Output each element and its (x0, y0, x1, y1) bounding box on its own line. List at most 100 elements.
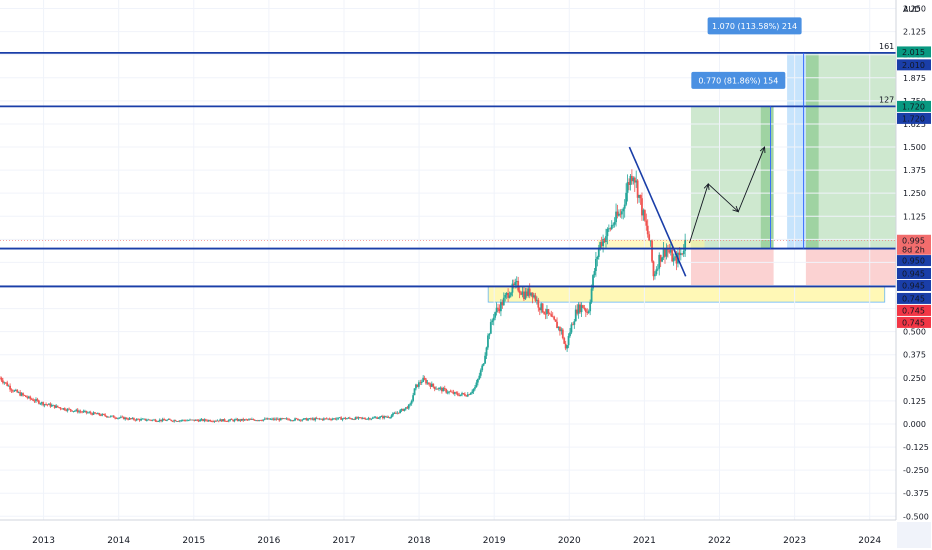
candle (151, 419, 154, 421)
candle (556, 321, 558, 329)
candle (230, 419, 233, 420)
x-tick-label: 2021 (633, 536, 656, 546)
candle (635, 180, 638, 183)
candle (492, 317, 495, 321)
candle (131, 418, 134, 419)
candle (446, 392, 449, 394)
candle (238, 419, 240, 421)
candle (407, 404, 410, 409)
candle (29, 396, 32, 399)
candle (462, 393, 465, 395)
candle (163, 419, 165, 421)
candle (678, 252, 681, 256)
y-tick-label: 1.250 (903, 189, 926, 198)
y-tick-label: 1.125 (903, 212, 926, 221)
candle (579, 304, 581, 313)
candle (681, 253, 684, 255)
candle (597, 247, 600, 257)
candle (248, 419, 250, 421)
candle (59, 407, 62, 409)
candle (666, 249, 669, 251)
candle (107, 416, 109, 418)
candle (453, 392, 456, 394)
candle (299, 419, 302, 421)
candle (469, 393, 472, 395)
candle (94, 412, 96, 414)
candle (629, 175, 632, 185)
candle (448, 391, 450, 393)
candle (442, 388, 445, 392)
candle (227, 420, 230, 422)
target-label-box (707, 17, 802, 35)
candle (320, 418, 322, 420)
candle (176, 421, 178, 422)
candle (636, 180, 639, 198)
candle (23, 395, 26, 396)
candle (338, 417, 341, 419)
candle (510, 292, 512, 296)
arrow-head-icon (759, 146, 766, 154)
candle (400, 408, 403, 411)
candle (144, 418, 147, 421)
candle (262, 419, 265, 421)
candle (642, 210, 645, 216)
candle (641, 198, 643, 216)
candle (121, 416, 124, 418)
candle (56, 405, 59, 408)
candle (302, 418, 305, 420)
price-badge (897, 316, 931, 328)
candle (171, 420, 174, 422)
candle (190, 419, 193, 421)
candle (45, 404, 47, 405)
candle (587, 311, 590, 313)
candle (638, 195, 640, 198)
candle (602, 239, 605, 247)
candle (628, 182, 630, 185)
candle (341, 418, 344, 420)
price-badge (897, 292, 931, 304)
candle (466, 394, 469, 397)
candle (428, 382, 430, 385)
currency-label: AUD (903, 5, 921, 14)
candle (289, 420, 292, 422)
candle (534, 295, 537, 301)
candle (180, 420, 183, 422)
candle (371, 417, 374, 419)
candle (438, 387, 440, 390)
candle (669, 249, 672, 253)
candle (63, 408, 66, 411)
candle (546, 309, 548, 314)
candle (147, 419, 150, 421)
candle (574, 309, 577, 322)
candle (566, 345, 569, 349)
candle (475, 382, 478, 388)
candle (560, 329, 563, 332)
candle (73, 410, 76, 412)
candle (177, 421, 180, 422)
candle (622, 208, 625, 212)
price-badge-label: 2.015 (902, 48, 925, 57)
y-tick-label: 0.375 (903, 351, 926, 360)
candle (584, 309, 587, 313)
candle (255, 420, 258, 422)
candle (193, 419, 196, 421)
y-tick-label: -0.375 (903, 489, 929, 498)
candle (498, 308, 501, 312)
candle (9, 385, 11, 390)
candle (166, 419, 168, 421)
candle (269, 419, 272, 420)
candle (639, 195, 642, 199)
candle (420, 381, 423, 383)
candle (630, 175, 633, 182)
candle (109, 415, 112, 417)
candle (26, 397, 29, 398)
candle (684, 239, 687, 251)
candle (661, 257, 664, 262)
candle (334, 418, 337, 420)
candle (318, 418, 321, 420)
candle (4, 382, 7, 384)
candle (564, 343, 567, 349)
candle (40, 402, 43, 404)
